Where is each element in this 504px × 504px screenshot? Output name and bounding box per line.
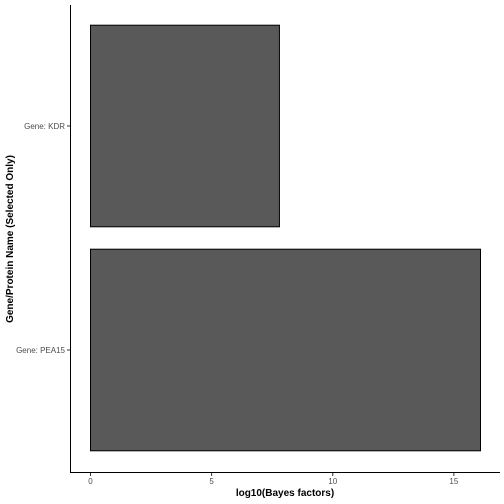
y-tick-label-gene-pea15: Gene: PEA15: [16, 346, 65, 355]
y-tick-label-gene-kdr: Gene: KDR: [24, 122, 65, 131]
bar-gene-pea15: [90, 248, 481, 452]
bar-gene-kdr: [90, 24, 280, 228]
x-ticks-group: 0 5 10 15: [88, 473, 459, 486]
y-ticks-group: Gene: PEA15 Gene: KDR: [16, 122, 70, 355]
x-tick-label-5: 5: [209, 477, 214, 486]
x-axis-title: log10(Bayes factors): [236, 488, 334, 499]
y-axis-title: Gene/Protein Name (Selected Only): [5, 155, 16, 323]
x-tick-label-15: 15: [449, 477, 458, 486]
bars-group: [90, 24, 481, 452]
x-tick-label-10: 10: [328, 477, 337, 486]
x-tick-label-0: 0: [88, 477, 93, 486]
